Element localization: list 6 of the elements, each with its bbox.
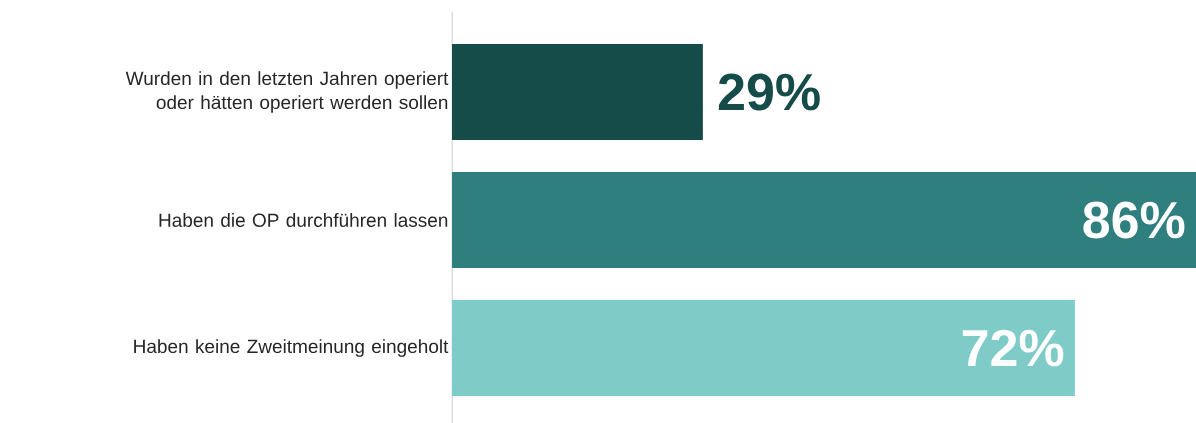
data-label: 86%	[1083, 201, 1185, 239]
y-tick-label: Wurden in den letzten Jahren operiert oder hätten operiert werden sollen	[125, 71, 449, 113]
y-tick-label: Haben keine Zweitmeinung eingeholt	[134, 339, 449, 357]
data-label: 29%	[718, 73, 820, 111]
data-label: 72%	[962, 329, 1064, 367]
y-tick-label: Haben die OP durchführen lassen	[159, 213, 448, 227]
